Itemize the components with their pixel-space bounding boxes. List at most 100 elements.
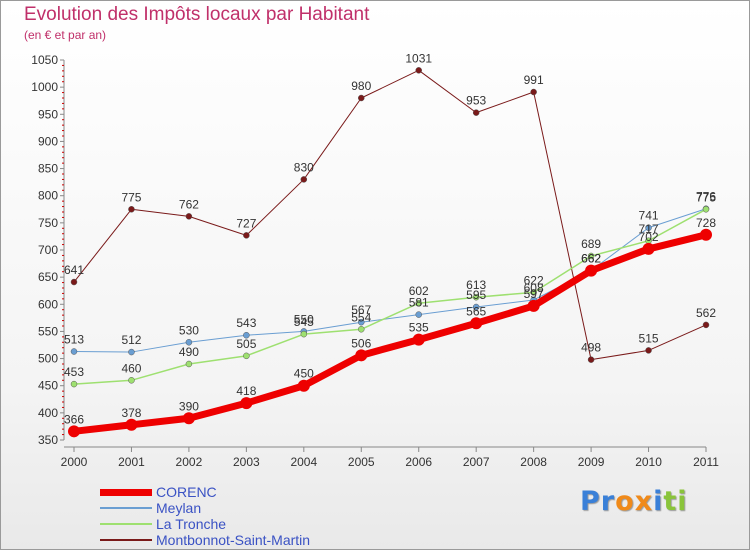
- data-label-corenc: 378: [121, 406, 141, 420]
- y-tick-label: 700: [38, 243, 58, 257]
- data-point-corenc: [642, 242, 655, 255]
- data-point-la-tronche: [702, 206, 710, 213]
- data-point-la-tronche: [358, 326, 365, 333]
- data-label-la-tronche: 505: [236, 337, 256, 351]
- data-label-corenc: 662: [581, 252, 601, 266]
- y-tick-label: 1050: [31, 53, 58, 67]
- y-tick-label: 950: [38, 107, 58, 121]
- data-label-la-tronche: 613: [466, 278, 486, 292]
- data-point-la-tronche: [243, 352, 250, 360]
- legend-label: Montbonnot-Saint-Martin: [156, 532, 311, 548]
- data-label-corenc: 597: [524, 287, 544, 301]
- legend-label: La Tronche: [156, 516, 227, 532]
- data-point-meylan: [358, 318, 365, 326]
- data-label-la-tronche: 775: [696, 190, 716, 204]
- data-label-montbonnot-saint-martin: 980: [351, 79, 371, 93]
- data-point-corenc: [240, 397, 253, 410]
- y-tick-label: 800: [38, 189, 58, 203]
- legend-label: CORENC: [156, 484, 217, 500]
- data-label-meylan: 595: [466, 288, 486, 302]
- data-point-montbonnot-saint-martin: [472, 109, 480, 116]
- data-label-meylan: 608: [524, 281, 544, 295]
- x-tick-label: 2009: [578, 455, 605, 469]
- data-point-meylan: [243, 331, 250, 339]
- data-label-la-tronche: 717: [639, 222, 659, 236]
- chart-legend: CORENC Meylan La Tronche Montbonnot-Saint-M…: [100, 484, 310, 548]
- x-tick-label: 2003: [233, 455, 260, 469]
- data-label-montbonnot-saint-martin: 562: [696, 306, 716, 320]
- data-label-meylan: 512: [121, 333, 141, 347]
- data-point-corenc: [125, 418, 138, 431]
- data-point-corenc: [68, 425, 80, 438]
- data-label-la-tronche: 460: [121, 361, 141, 375]
- data-label-la-tronche: 622: [524, 273, 544, 287]
- series-line-corenc: [70, 231, 710, 435]
- data-point-corenc: [470, 317, 483, 330]
- data-label-montbonnot-saint-martin: 830: [294, 160, 314, 174]
- y-tick-label: 350: [38, 433, 58, 447]
- data-label-meylan: 776: [696, 190, 716, 204]
- data-point-corenc: [297, 379, 310, 392]
- data-label-montbonnot-saint-martin: 953: [466, 94, 486, 108]
- data-label-la-tronche: 554: [351, 310, 371, 324]
- data-label-corenc: 450: [294, 367, 314, 381]
- x-tick-label: 2010: [635, 455, 662, 469]
- data-label-montbonnot-saint-martin: 1031: [405, 51, 432, 65]
- legend-item-la-tronche: La Tronche: [100, 516, 310, 532]
- data-point-corenc: [355, 349, 368, 362]
- data-label-montbonnot-saint-martin: 498: [581, 341, 601, 355]
- y-tick-label: 500: [38, 352, 58, 366]
- y-tick-label: 850: [38, 162, 58, 176]
- data-point-corenc: [412, 333, 425, 346]
- data-point-montbonnot-saint-martin: [300, 176, 308, 183]
- data-point-la-tronche: [587, 252, 595, 260]
- data-label-corenc: 702: [639, 230, 659, 244]
- data-label-meylan: 543: [236, 316, 256, 330]
- data-label-corenc: 390: [179, 399, 199, 413]
- data-label-la-tronche: 545: [294, 315, 314, 329]
- data-point-montbonnot-saint-martin: [70, 278, 78, 286]
- data-label-montbonnot-saint-martin: 641: [64, 263, 84, 277]
- data-point-corenc: [585, 264, 598, 277]
- legend-label: Meylan: [156, 500, 202, 516]
- data-point-montbonnot-saint-martin: [128, 206, 135, 213]
- legend-item-meylan: Meylan: [100, 500, 310, 516]
- data-point-la-tronche: [530, 289, 537, 296]
- x-tick-label: 2004: [290, 455, 317, 469]
- x-tick-label: 2006: [405, 455, 432, 469]
- x-tick-label: 2007: [463, 455, 490, 469]
- series-line-montbonnot-saint-martin: [73, 69, 707, 361]
- data-point-la-tronche: [472, 293, 480, 301]
- data-label-montbonnot-saint-martin: 775: [121, 190, 141, 204]
- legend-swatch: [100, 507, 152, 509]
- data-point-la-tronche: [128, 377, 135, 384]
- data-point-meylan: [185, 339, 193, 346]
- x-tick-label: 2008: [520, 455, 547, 469]
- data-label-corenc: 506: [351, 336, 371, 350]
- chart-subtitle: (en € et par an): [24, 28, 107, 42]
- y-tick-label: 450: [38, 379, 58, 393]
- data-label-meylan: 741: [639, 209, 659, 223]
- x-tick-label: 2002: [176, 455, 203, 469]
- data-label-meylan: 567: [351, 303, 371, 317]
- chart-title: Evolution des Impôts locaux par Habitant: [24, 4, 370, 25]
- y-tick-label: 600: [38, 297, 58, 311]
- data-point-la-tronche: [70, 380, 78, 388]
- data-point-meylan: [70, 348, 78, 355]
- data-label-meylan: 581: [409, 296, 429, 310]
- data-point-corenc: [182, 412, 195, 425]
- data-label-meylan: 550: [294, 312, 314, 326]
- data-label-la-tronche: 490: [179, 345, 199, 359]
- data-point-la-tronche: [185, 360, 193, 368]
- data-point-montbonnot-saint-martin: [243, 232, 250, 239]
- data-point-meylan: [472, 303, 480, 311]
- data-point-la-tronche: [415, 299, 422, 307]
- data-point-montbonnot-saint-martin: [530, 88, 537, 96]
- data-point-montbonnot-saint-martin: [358, 94, 365, 102]
- series-line-meylan: [73, 208, 707, 353]
- series-line-la-tronche: [73, 208, 707, 385]
- data-label-meylan: 662: [581, 252, 601, 266]
- data-point-meylan: [645, 224, 652, 231]
- data-point-montbonnot-saint-martin: [645, 347, 652, 354]
